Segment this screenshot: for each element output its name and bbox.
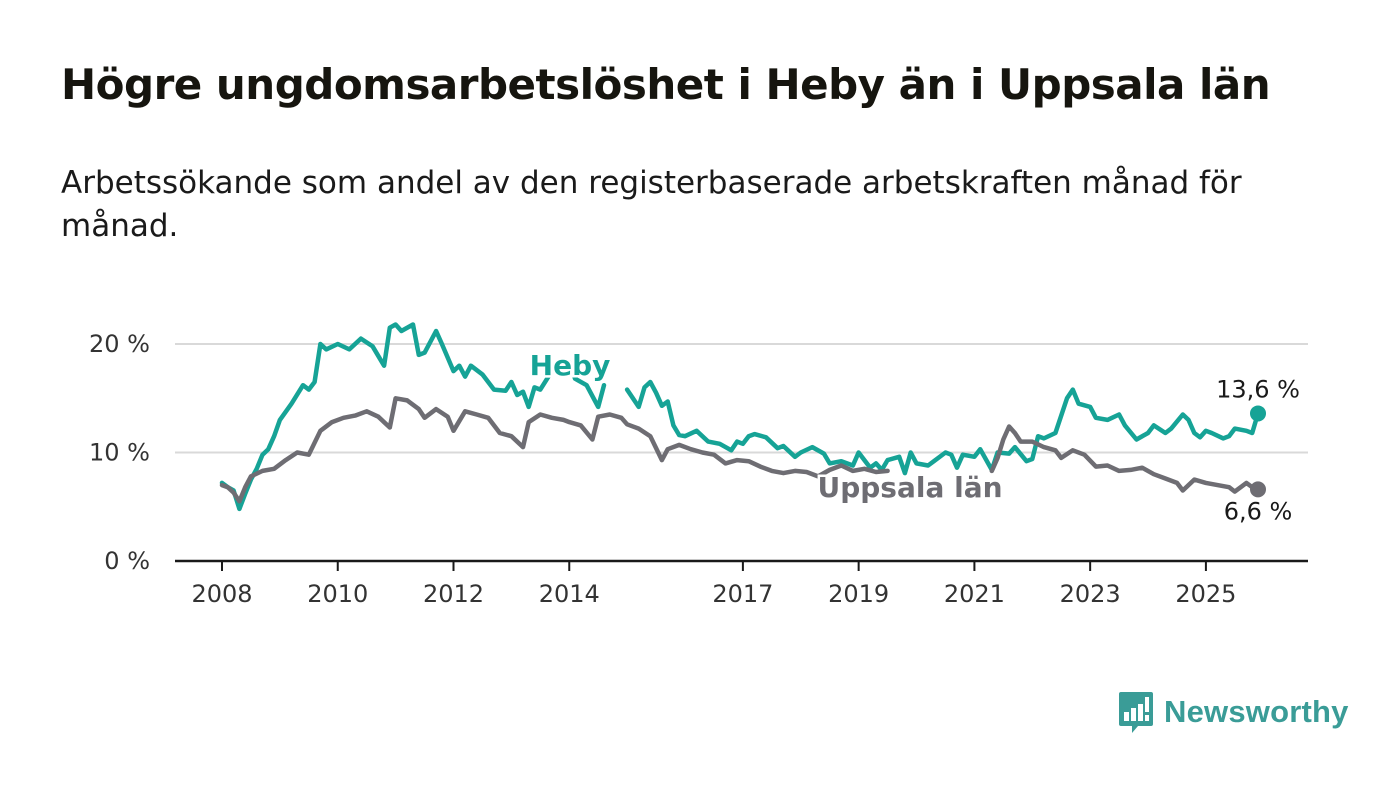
x-tick-label: 2023 <box>1060 580 1121 608</box>
x-tick-label: 2025 <box>1175 580 1236 608</box>
y-tick-label: 0 % <box>104 547 150 575</box>
x-tick-label: 2008 <box>191 580 252 608</box>
grid-lines <box>175 343 1308 454</box>
series-end-label-1: 6,6 % <box>1224 497 1293 525</box>
axes: 0 % 10 % 20 % 2008 2010 2012 2014 2017 2019 2021 2… <box>89 330 1308 608</box>
series-name-label-1: Uppsala län <box>817 471 1002 504</box>
x-tick-label: 2010 <box>307 580 368 608</box>
series-end-marker-1 <box>1250 481 1266 498</box>
series-end-marker-0 <box>1250 405 1266 422</box>
bar-chart-speech-bubble-icon <box>1119 692 1153 733</box>
y-tick-label: 10 % <box>89 439 150 467</box>
series-labels: 13,6 % 6,6 % Heby Uppsala län <box>527 347 1300 526</box>
series-lines <box>219 322 1266 512</box>
x-tick-label: 2017 <box>712 580 773 608</box>
x-tick-label: 2021 <box>944 580 1005 608</box>
y-tick-label: 20 % <box>89 330 150 358</box>
x-tick-label: 2012 <box>423 580 484 608</box>
x-tick-label: 2019 <box>828 580 889 608</box>
chart-title: Högre ungdomsarbetslöshet i Heby än i Up… <box>61 60 1271 109</box>
brand-name: Newsworthy <box>1164 694 1349 729</box>
x-tick-label: 2014 <box>539 580 600 608</box>
chart-subtitle: Arbetssökande som andel av den registerb… <box>61 165 1242 244</box>
series-line-1 <box>219 396 1261 504</box>
series-name-label-0: Heby <box>530 349 611 382</box>
series-end-label-0: 13,6 % <box>1216 375 1300 403</box>
series-line-0 <box>219 322 1261 512</box>
brand-logo: Newsworthy <box>1118 688 1349 736</box>
